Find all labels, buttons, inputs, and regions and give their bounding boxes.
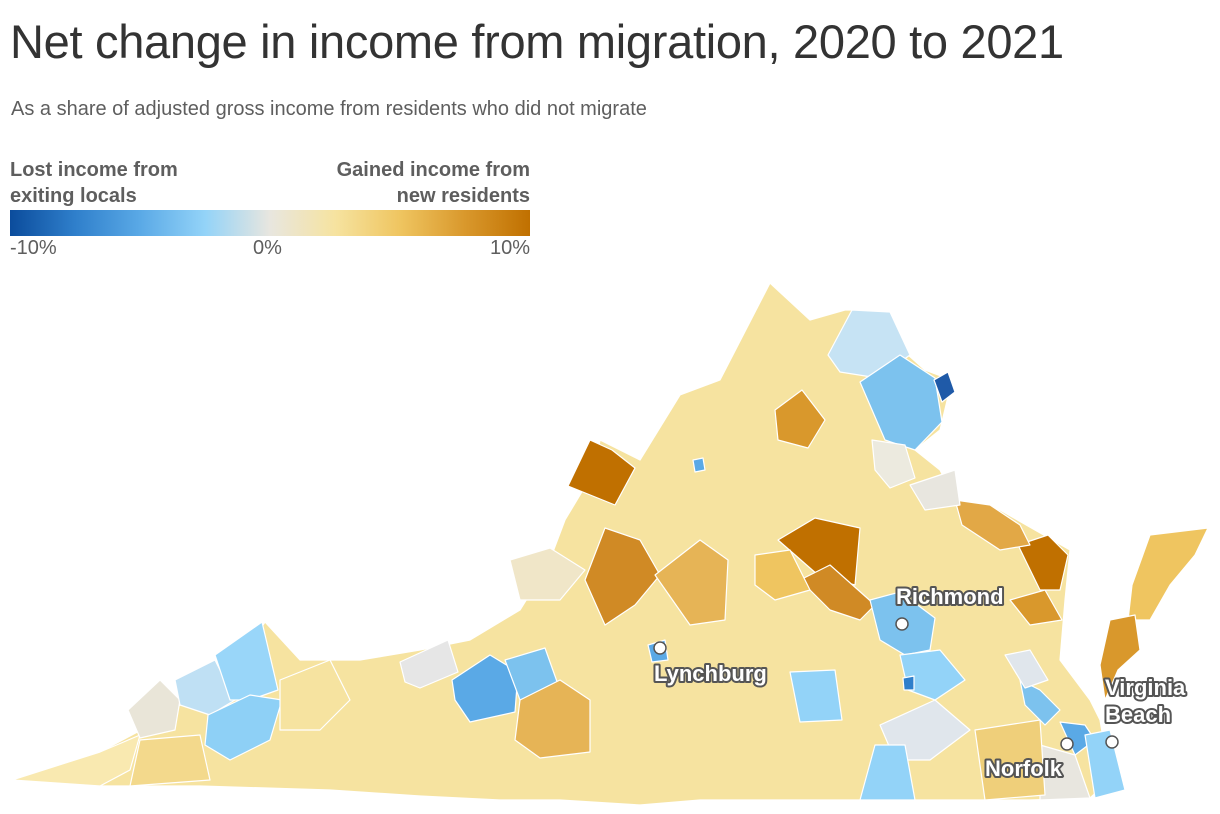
county-greensville-blue [859, 744, 916, 801]
county-w1 [509, 547, 586, 601]
legend-right-line1: Gained income from [336, 159, 530, 181]
virginia-beach-marker [1105, 735, 1119, 749]
norfolk-label: Norfolk [985, 756, 1063, 781]
county-louisa-dark [777, 517, 861, 586]
city-blue-2 [902, 675, 915, 691]
county-page-orange [774, 389, 826, 449]
legend-right-line2: new residents [396, 185, 530, 207]
eastern-shore [1127, 527, 1209, 621]
county-sw-7 [279, 659, 351, 731]
county-arlington [933, 371, 956, 403]
county-sw-4 [214, 621, 279, 701]
county-highland [567, 439, 636, 506]
richmond-label: Richmond [896, 584, 1004, 609]
legend-color-ramp [10, 210, 530, 236]
city-markers: Richmond Lynchburg Norfolk Virginia Beac… [652, 582, 1188, 783]
county-northumberland [954, 499, 1031, 551]
county-sw-6 [129, 734, 211, 787]
richmond-marker [895, 617, 909, 631]
legend-tick-max: 10% [489, 237, 530, 259]
lynchburg-marker [653, 641, 667, 655]
virginia-beach-label-line2: Beach [1105, 702, 1171, 727]
county-sw-2 [127, 679, 181, 739]
lynchburg-label: Lynchburg [654, 661, 767, 686]
county-king-george [909, 469, 961, 511]
county-sw-5 [204, 694, 283, 761]
legend-tick-zero: 0% [253, 237, 282, 259]
county-orange-sw [514, 679, 591, 759]
legend-left-label: Lost income from exiting locals [10, 157, 178, 209]
county-mid-orange [754, 549, 811, 601]
county-fairfax [859, 354, 943, 451]
legend-tick-min: -10% [10, 237, 57, 259]
norfolk-marker [1060, 737, 1074, 751]
legend-right-label: Gained income from new residents [337, 157, 530, 209]
county-stafford [871, 439, 916, 489]
county-goochland [799, 564, 876, 621]
county-wise-gray [399, 639, 459, 689]
county-sw-1 [11, 734, 141, 787]
city-blue-1 [692, 457, 706, 473]
county-middlesex [1017, 534, 1069, 591]
legend-left-line2: exiting locals [10, 185, 137, 207]
county-rockbridge [654, 539, 729, 626]
eastern-shore-south [1099, 614, 1141, 701]
county-blue-roanoke-area [451, 654, 519, 723]
county-suffolk [974, 719, 1046, 801]
county-loudoun [827, 309, 911, 379]
color-legend: Lost income from exiting locals Gained i… [10, 157, 530, 267]
legend-left-line1: Lost income from [10, 159, 178, 181]
virginia-beach-label-line1: Virginia [1105, 675, 1186, 700]
county-virginia-beach [1084, 729, 1126, 799]
chart-title: Net change in income from migration, 202… [10, 15, 1064, 68]
county-dinwiddie-blue [789, 669, 843, 723]
chart-subtitle: As a share of adjusted gross income from… [11, 98, 647, 120]
county-hampton-blue [1019, 679, 1061, 726]
county-gloucester [1009, 589, 1063, 626]
county-york-light [1004, 649, 1049, 689]
